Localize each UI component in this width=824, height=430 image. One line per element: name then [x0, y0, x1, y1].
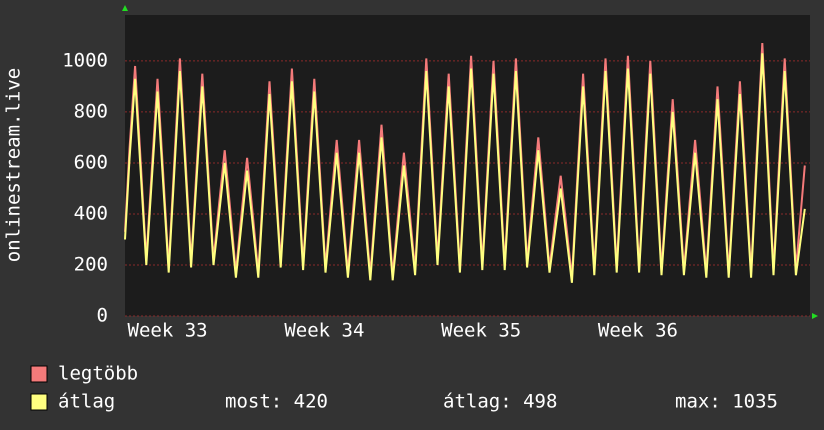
legend-label: átlag	[58, 391, 115, 413]
x-tick-label: Week 34	[284, 320, 364, 342]
x-arrow	[812, 313, 818, 319]
y-tick-label: 800	[74, 100, 108, 122]
y-tick-label: 1000	[62, 49, 108, 71]
y-tick-label: 200	[74, 253, 108, 275]
legend-swatch	[30, 365, 48, 383]
x-tick-label: Week 36	[598, 320, 678, 342]
y-axis-label: onlinestream.live	[3, 68, 25, 262]
stat-label: most: 420	[225, 391, 328, 413]
legend-label: legtöbb	[58, 363, 138, 385]
stat-label: max: 1035	[675, 391, 778, 413]
y-arrow	[122, 5, 128, 11]
stat-label: átlag: 498	[443, 391, 557, 413]
series-line	[124, 53, 806, 283]
legend-swatch	[30, 393, 48, 411]
x-tick-label: Week 35	[441, 320, 521, 342]
y-tick-label: 0	[97, 305, 108, 327]
y-tick-label: 400	[74, 202, 108, 224]
y-tick-label: 600	[74, 151, 108, 173]
x-tick-label: Week 33	[128, 320, 208, 342]
